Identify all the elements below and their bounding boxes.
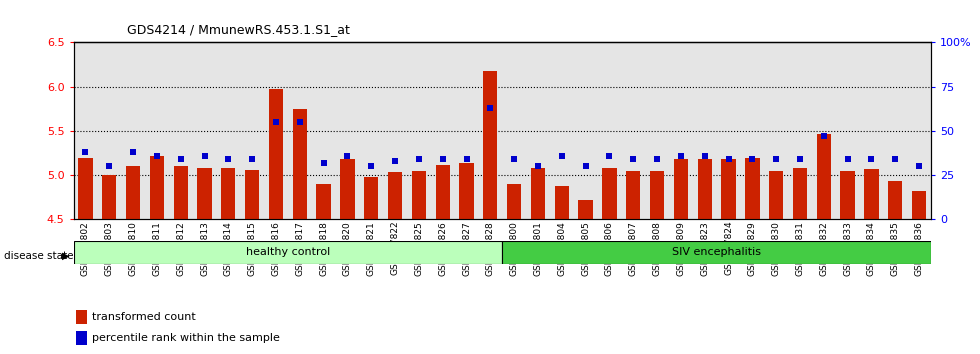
Bar bbox=[912, 191, 926, 219]
Bar bbox=[78, 158, 92, 219]
Bar bbox=[431, 42, 455, 219]
Bar bbox=[76, 310, 86, 324]
Text: transformed count: transformed count bbox=[92, 312, 196, 322]
Bar bbox=[673, 159, 688, 219]
Text: healthy control: healthy control bbox=[246, 247, 330, 257]
Bar bbox=[550, 42, 573, 219]
Bar bbox=[383, 42, 407, 219]
Bar bbox=[217, 42, 240, 219]
Bar bbox=[598, 42, 621, 219]
Text: GDS4214 / MmunewRS.453.1.S1_at: GDS4214 / MmunewRS.453.1.S1_at bbox=[127, 23, 350, 36]
Bar bbox=[859, 42, 883, 219]
Bar bbox=[173, 166, 188, 219]
Bar bbox=[483, 71, 498, 219]
Bar bbox=[621, 42, 645, 219]
Bar bbox=[578, 200, 593, 219]
Bar bbox=[365, 177, 378, 219]
Bar bbox=[841, 171, 855, 219]
Bar bbox=[626, 171, 640, 219]
Bar bbox=[74, 42, 97, 219]
Bar bbox=[526, 42, 550, 219]
Bar bbox=[669, 42, 693, 219]
Bar bbox=[531, 168, 545, 219]
Bar bbox=[264, 42, 288, 219]
Bar bbox=[288, 42, 312, 219]
Bar bbox=[645, 42, 669, 219]
Bar bbox=[793, 168, 808, 219]
Bar bbox=[197, 168, 212, 219]
Bar bbox=[317, 184, 331, 219]
Bar bbox=[478, 42, 502, 219]
Bar bbox=[650, 171, 664, 219]
Bar bbox=[603, 168, 616, 219]
Bar bbox=[240, 42, 264, 219]
Bar bbox=[221, 168, 235, 219]
Bar bbox=[245, 170, 260, 219]
Bar bbox=[455, 42, 478, 219]
Bar bbox=[293, 109, 307, 219]
Bar bbox=[412, 171, 426, 219]
Bar bbox=[816, 133, 831, 219]
Bar bbox=[435, 165, 450, 219]
Bar bbox=[312, 42, 335, 219]
Bar bbox=[150, 156, 164, 219]
Bar bbox=[125, 166, 140, 219]
Bar bbox=[883, 42, 907, 219]
Text: percentile rank within the sample: percentile rank within the sample bbox=[92, 333, 280, 343]
Bar bbox=[340, 159, 355, 219]
Text: ▶: ▶ bbox=[62, 251, 70, 261]
Bar bbox=[907, 42, 931, 219]
Bar bbox=[764, 42, 788, 219]
Bar bbox=[102, 175, 117, 219]
Bar bbox=[335, 42, 360, 219]
Text: SIV encephalitis: SIV encephalitis bbox=[672, 247, 761, 257]
Bar bbox=[388, 172, 402, 219]
Bar bbox=[193, 42, 217, 219]
Bar bbox=[745, 158, 760, 219]
Bar bbox=[76, 331, 86, 345]
Bar bbox=[788, 42, 811, 219]
Bar bbox=[145, 42, 169, 219]
Bar bbox=[769, 171, 783, 219]
Bar bbox=[502, 42, 526, 219]
Bar bbox=[507, 184, 521, 219]
Bar bbox=[555, 186, 569, 219]
Bar bbox=[836, 42, 859, 219]
Bar bbox=[721, 159, 736, 219]
Bar bbox=[407, 42, 431, 219]
Text: disease state: disease state bbox=[4, 251, 74, 261]
Bar bbox=[122, 42, 145, 219]
Bar bbox=[716, 42, 741, 219]
Bar bbox=[573, 42, 598, 219]
Bar bbox=[888, 181, 903, 219]
Bar bbox=[269, 89, 283, 219]
Bar bbox=[74, 241, 502, 264]
Bar bbox=[693, 42, 716, 219]
Bar bbox=[698, 159, 711, 219]
Bar bbox=[502, 241, 931, 264]
Bar bbox=[97, 42, 122, 219]
Bar bbox=[360, 42, 383, 219]
Bar bbox=[811, 42, 836, 219]
Bar bbox=[169, 42, 193, 219]
Bar bbox=[864, 169, 879, 219]
Bar bbox=[741, 42, 764, 219]
Bar bbox=[460, 163, 473, 219]
